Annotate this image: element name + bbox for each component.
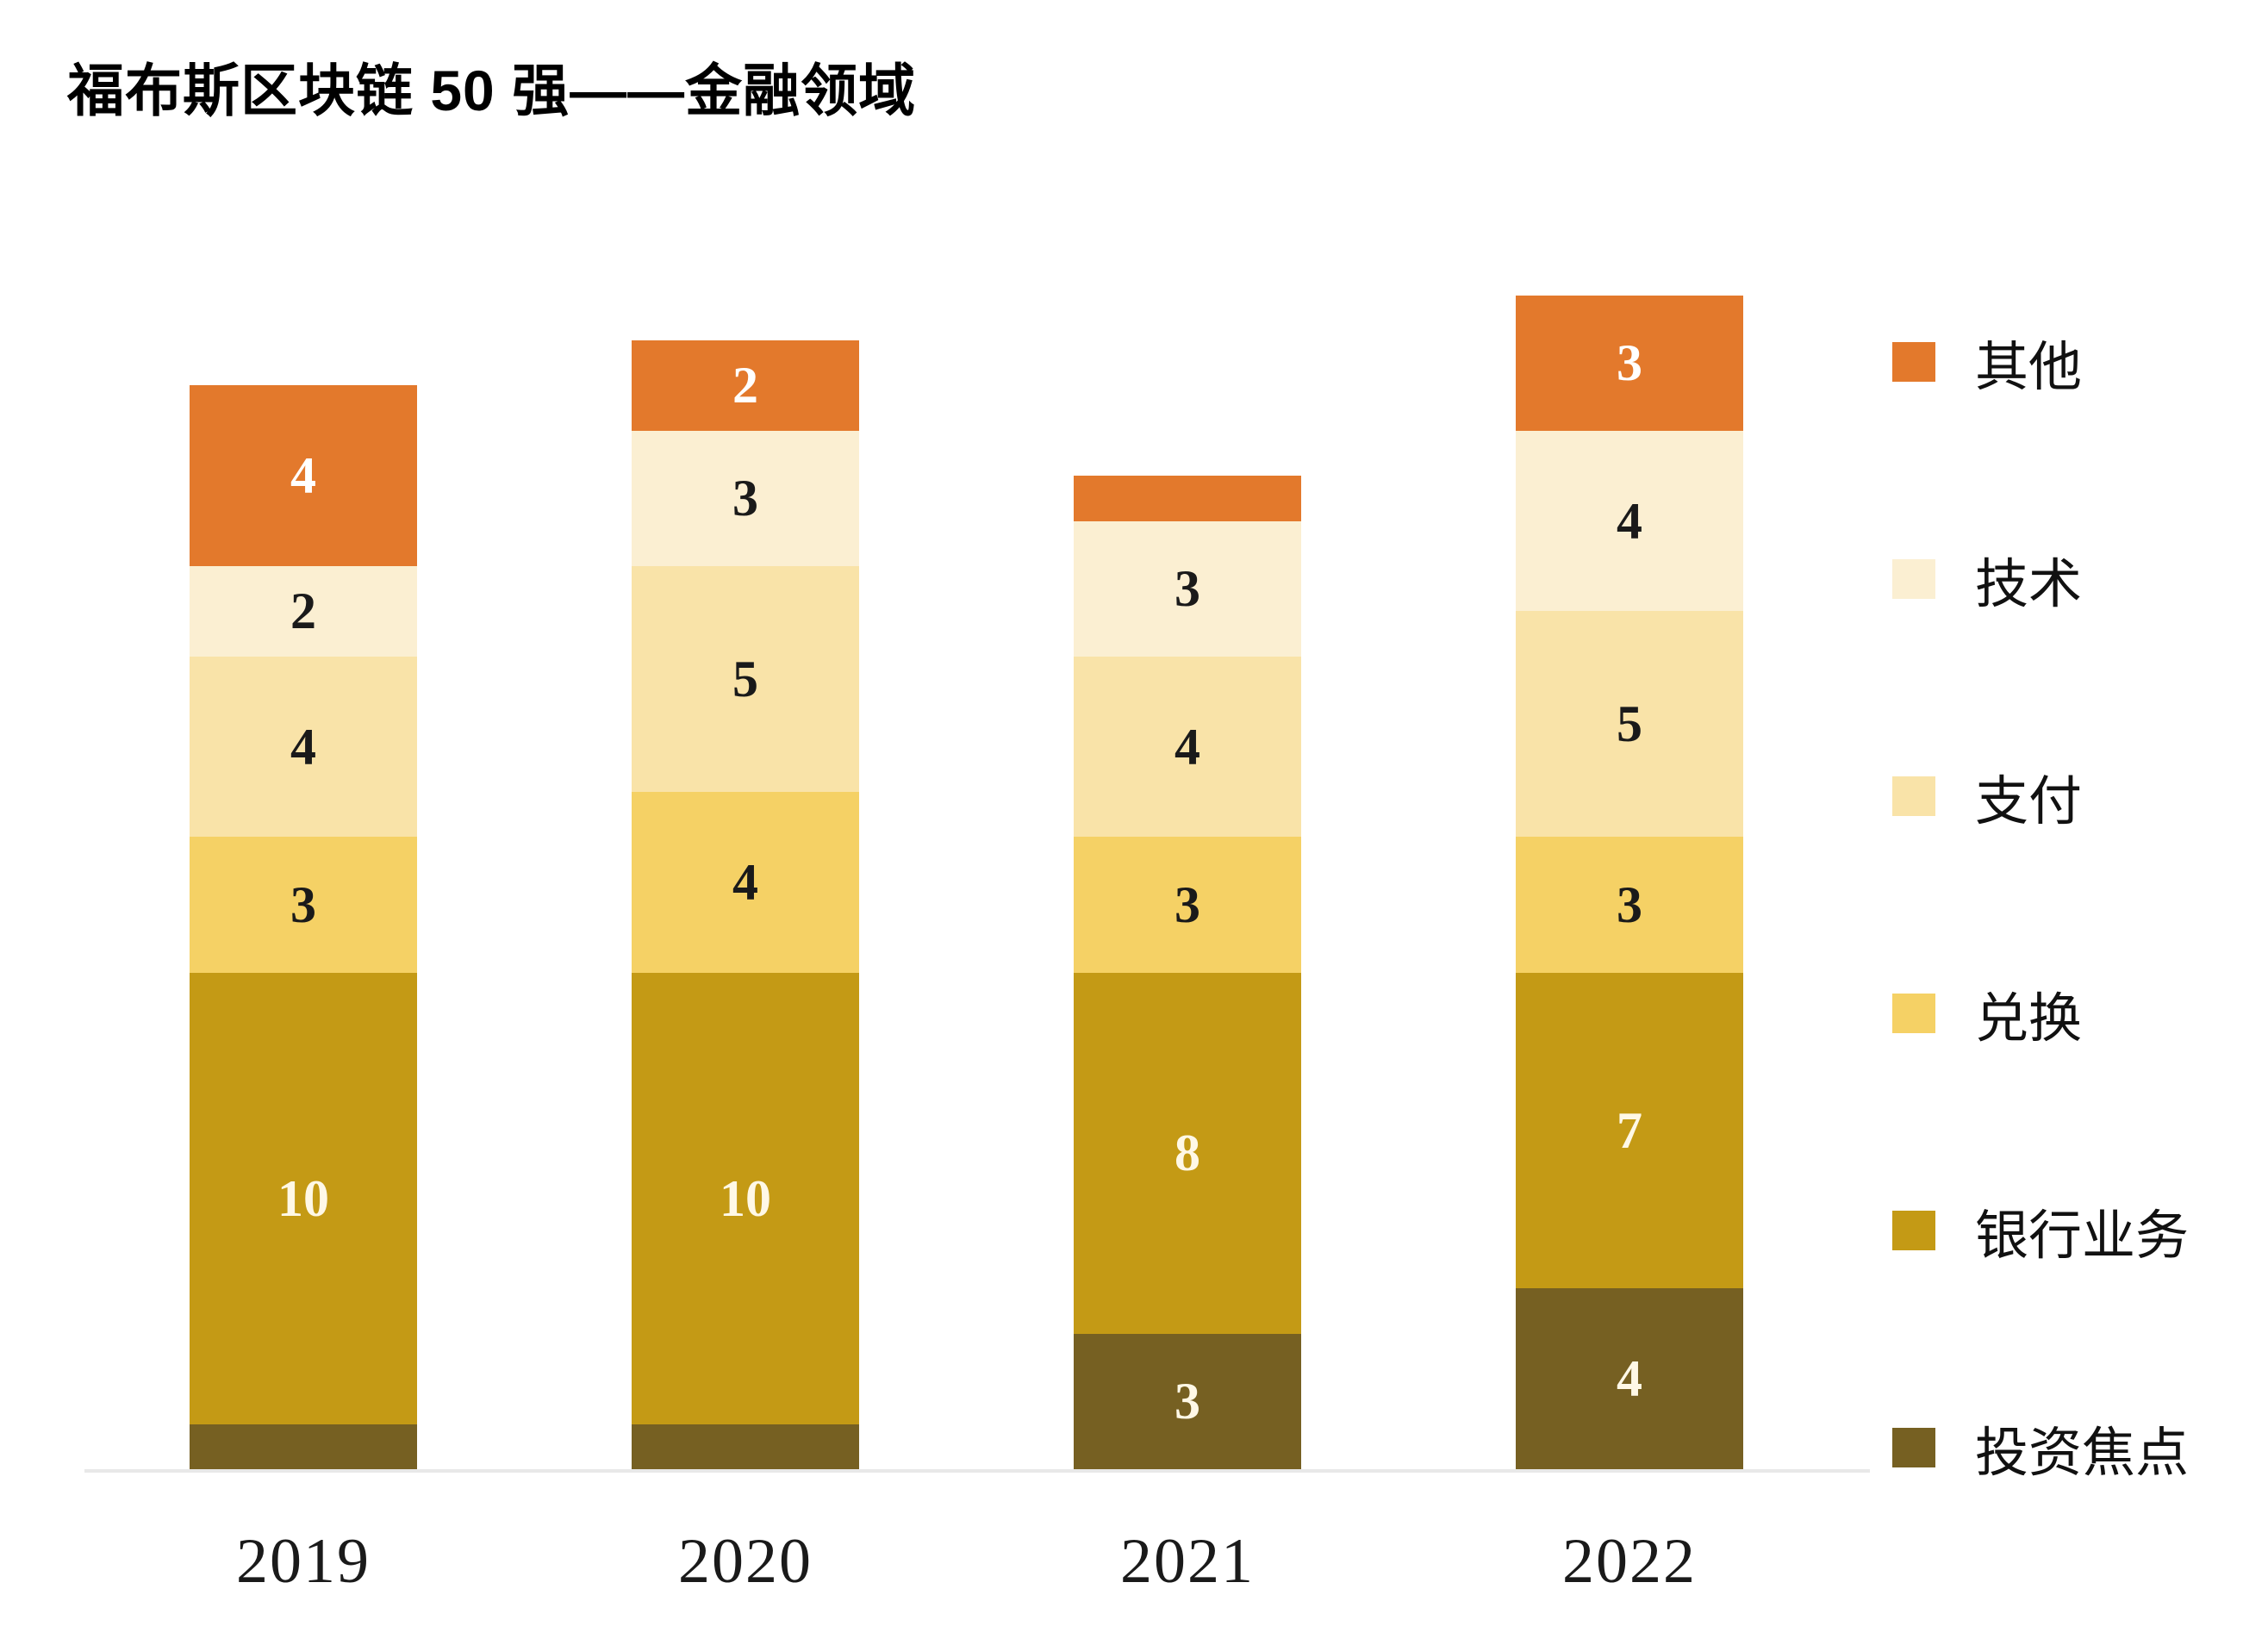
bar-segment-value: 3 xyxy=(1617,334,1642,392)
bar-group[interactable]: 4 2 4 3 10 xyxy=(190,385,417,1469)
bar-segment[interactable]: 4 xyxy=(1074,656,1301,838)
stacked-bar[interactable]: 2 3 5 4 10 xyxy=(632,340,859,1469)
bar-segment[interactable]: 3 xyxy=(1516,837,1743,973)
bar-segment[interactable]: 10 xyxy=(632,972,859,1424)
bar-segment[interactable]: 7 xyxy=(1516,972,1743,1289)
legend-color-swatch-icon xyxy=(1892,994,1935,1033)
bar-group[interactable]: 3 4 3 8 3 xyxy=(1074,476,1301,1469)
bar-segment-value: 10 xyxy=(720,1169,771,1227)
legend-color-swatch-icon xyxy=(1892,1211,1935,1250)
bar-segment-value: 4 xyxy=(290,718,316,776)
bar-segment[interactable]: 2 xyxy=(632,340,859,431)
bar-segment-value: 3 xyxy=(1617,876,1642,934)
bar-group[interactable]: 3 4 5 3 7 4 xyxy=(1516,295,1743,1469)
bar-segment-value: 3 xyxy=(1174,1373,1200,1430)
legend-item[interactable]: 技术 xyxy=(1892,553,2082,614)
stacked-bar[interactable]: 4 2 4 3 10 xyxy=(190,385,417,1469)
bar-segment-value: 4 xyxy=(1174,718,1200,776)
legend-item-label: 银行业务 xyxy=(1975,1206,2190,1266)
bar-segment-value: 10 xyxy=(277,1169,329,1227)
legend-item[interactable]: 银行业务 xyxy=(1892,1205,2189,1266)
bar-segment[interactable]: 4 xyxy=(1516,430,1743,612)
x-axis-tick-label: 2022 xyxy=(1562,1526,1697,1597)
plot-area: 4 2 4 3 10 2 3 5 4 10 3 4 3 8 3 3 4 5 3 7 4 2019 2020 2021 2022 xyxy=(84,138,1870,1597)
legend-color-swatch-icon xyxy=(1892,342,1935,382)
bar-segment-value: 8 xyxy=(1174,1125,1200,1182)
bar-segment[interactable]: 3 xyxy=(1516,295,1743,431)
bar-segment[interactable]: 2 xyxy=(190,566,417,657)
bar-segment-value: 3 xyxy=(290,876,316,934)
bar-segment-value: 5 xyxy=(732,651,758,708)
legend-item[interactable]: 投资焦点 xyxy=(1892,1422,2189,1483)
bar-segment[interactable]: 3 xyxy=(190,837,417,973)
bar-segment[interactable]: 4 xyxy=(1516,1288,1743,1469)
legend-item-label: 技术 xyxy=(1975,555,2083,614)
x-axis-tick-label: 2020 xyxy=(678,1526,813,1597)
x-axis-baseline xyxy=(84,1469,1870,1473)
legend-item[interactable]: 支付 xyxy=(1892,770,2082,832)
bar-group[interactable]: 2 3 5 4 10 xyxy=(632,340,859,1469)
bar-segment-value: 3 xyxy=(1174,560,1200,618)
bar-segment[interactable]: 8 xyxy=(1074,972,1301,1334)
bar-segment[interactable]: 5 xyxy=(632,566,859,793)
bar-segment[interactable]: 3 xyxy=(1074,520,1301,657)
stacked-bar[interactable]: 3 4 3 8 3 xyxy=(1074,476,1301,1469)
bar-segment-value: 5 xyxy=(1617,695,1642,753)
bar-segment[interactable]: 4 xyxy=(632,792,859,973)
legend-item[interactable]: 兑换 xyxy=(1892,987,2082,1049)
bar-segment-value: 3 xyxy=(732,470,758,527)
legend-color-swatch-icon xyxy=(1892,559,1935,599)
legend-item[interactable]: 其他 xyxy=(1892,336,2082,397)
bar-segment-value: 4 xyxy=(1617,1350,1642,1408)
bar-segment[interactable]: 3 xyxy=(1074,1333,1301,1469)
bar-segment[interactable]: 3 xyxy=(1074,837,1301,973)
bar-groups-container: 4 2 4 3 10 2 3 5 4 10 3 4 3 8 3 3 4 5 3 7 4 xyxy=(84,138,1870,1469)
legend-item-label: 兑换 xyxy=(1975,989,2083,1049)
page-title: 福布斯区块链 50 强——金融领域 xyxy=(67,59,917,122)
bar-segment[interactable]: 4 xyxy=(190,656,417,838)
bar-segment[interactable]: 3 xyxy=(632,430,859,567)
legend-item-label: 支付 xyxy=(1975,772,2083,832)
bar-segment[interactable]: 5 xyxy=(1516,611,1743,838)
bar-segment[interactable]: 4 xyxy=(190,385,417,567)
bar-segment[interactable] xyxy=(1074,476,1301,521)
legend-item-label: 投资焦点 xyxy=(1975,1424,2190,1483)
bar-segment-value: 4 xyxy=(1617,492,1642,550)
stacked-bar[interactable]: 3 4 5 3 7 4 xyxy=(1516,295,1743,1469)
bar-segment-value: 4 xyxy=(732,853,758,911)
legend-color-swatch-icon xyxy=(1892,1428,1935,1467)
bar-segment-value: 3 xyxy=(1174,876,1200,934)
bar-segment-value: 2 xyxy=(290,583,316,640)
legend: 其他技术支付兑换银行业务投资焦点 xyxy=(1892,336,2254,1483)
bar-segment-value: 2 xyxy=(732,357,758,414)
x-axis-tick-label: 2021 xyxy=(1120,1526,1255,1597)
bar-segment[interactable] xyxy=(190,1424,417,1469)
legend-color-swatch-icon xyxy=(1892,776,1935,816)
bar-segment[interactable] xyxy=(632,1424,859,1469)
x-axis-tick-label: 2019 xyxy=(236,1526,371,1597)
legend-item-label: 其他 xyxy=(1975,338,2083,397)
bar-segment-value: 4 xyxy=(290,447,316,505)
bar-segment-value: 7 xyxy=(1617,1102,1642,1159)
bar-segment[interactable]: 10 xyxy=(190,972,417,1424)
